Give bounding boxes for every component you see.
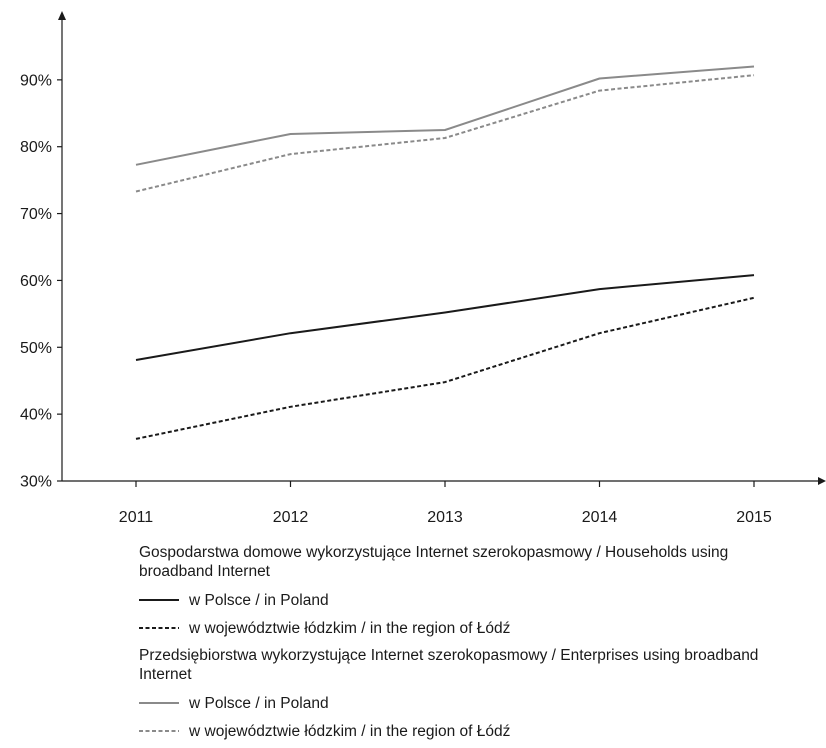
legend-entry-households-lodz: w województwie łódzkim / in the region o… bbox=[139, 618, 799, 638]
y-tick-label: 50% bbox=[20, 340, 52, 357]
legend-entry-households-poland: w Polsce / in Poland bbox=[139, 590, 799, 610]
x-tick-label: 2013 bbox=[427, 509, 463, 526]
y-tick-label: 80% bbox=[20, 139, 52, 156]
series-line-households-poland bbox=[135, 274, 755, 361]
legend-label: w Polsce / in Poland bbox=[189, 694, 329, 712]
series-line-enterprises-lodz bbox=[135, 74, 755, 193]
y-axis-ticks: 30% 40% 50% 60% 70% 80% 90% bbox=[20, 72, 62, 491]
y-tick-label: 60% bbox=[20, 273, 52, 290]
series-lines bbox=[135, 65, 755, 440]
x-tick-label: 2015 bbox=[736, 509, 772, 526]
x-tick-label: 2011 bbox=[119, 509, 154, 526]
legend-label: w województwie łódzkim / in the region o… bbox=[189, 619, 511, 637]
legend-swatch-dashed-grey bbox=[139, 726, 179, 736]
x-tick-label: 2012 bbox=[273, 509, 309, 526]
y-tick-label: 90% bbox=[20, 72, 52, 89]
legend-entry-enterprises-lodz: w województwie łódzkim / in the region o… bbox=[139, 721, 799, 741]
legend-enterprises-title: Przedsiębiorstwa wykorzystujące Internet… bbox=[139, 647, 759, 683]
legend-households-title: Gospodarstwa domowe wykorzystujące Inter… bbox=[139, 544, 729, 580]
line-chart: 30%40%50%60%70%80%90% 2011 2012 2013 2014 20… bbox=[20, 11, 826, 526]
legend-swatch-solid-grey bbox=[139, 698, 179, 708]
x-tick-label: 2014 bbox=[582, 509, 618, 526]
legend-entry-enterprises-poland: w Polsce / in Poland bbox=[139, 693, 799, 713]
y-axis-arrow-icon bbox=[58, 11, 66, 20]
legend-label: w województwie łódzkim / in the region o… bbox=[189, 722, 511, 740]
legend-label: w Polsce / in Poland bbox=[189, 591, 329, 609]
chart-axes bbox=[58, 11, 826, 485]
legend: Gospodarstwa domowe wykorzystujące Inter… bbox=[139, 543, 799, 741]
legend-swatch-dashed-black bbox=[139, 623, 179, 633]
y-tick-label: 70% bbox=[20, 206, 52, 223]
series-line-enterprises-poland bbox=[135, 65, 755, 166]
x-axis-arrow-icon bbox=[818, 477, 826, 485]
x-axis-ticks: 2011 2012 2013 2014 2015 bbox=[119, 481, 772, 526]
y-tick-label: 30% bbox=[20, 474, 52, 491]
legend-swatch-solid-black bbox=[139, 595, 179, 605]
y-tick-label: 40% bbox=[20, 407, 52, 424]
series-line-households-lodz bbox=[135, 296, 755, 440]
